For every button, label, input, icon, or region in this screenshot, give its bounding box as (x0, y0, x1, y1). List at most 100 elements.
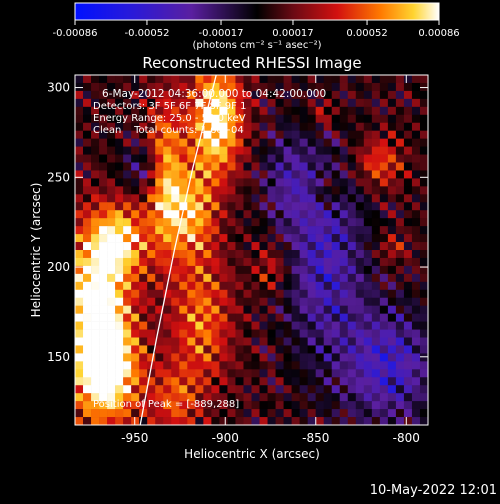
heatmap-cell (83, 202, 92, 211)
heatmap-cell (115, 281, 124, 291)
heatmap-cell (379, 234, 389, 243)
heatmap-cell (227, 321, 236, 330)
heatmap-cell (171, 114, 180, 124)
heatmap-cell (307, 273, 316, 283)
heatmap-cell (259, 114, 268, 124)
heatmap-cell (75, 353, 84, 362)
heatmap-cell (83, 409, 92, 418)
heatmap-cell (219, 265, 228, 275)
heatmap-cell (227, 178, 236, 187)
heatmap-cell (315, 242, 324, 251)
heatmap-cell (171, 337, 180, 346)
heatmap-cell (411, 385, 421, 394)
heatmap-cell (83, 345, 92, 354)
heatmap-cell (235, 417, 244, 425)
heatmap-cell (99, 361, 108, 370)
heatmap-cell (147, 265, 156, 275)
heatmap-cell (251, 234, 260, 243)
heatmap-cell (163, 409, 172, 418)
heatmap-cell (259, 162, 268, 171)
heatmap-cell (163, 329, 172, 338)
heatmap-cell (307, 305, 316, 314)
heatmap-cell (315, 202, 324, 211)
heatmap-cell (331, 321, 341, 330)
heatmap-cell (259, 345, 268, 354)
heatmap-cell (171, 361, 180, 370)
heatmap-cell (227, 377, 236, 386)
heatmap-cell (259, 82, 268, 92)
heatmap-cell (291, 329, 300, 338)
heatmap-cell (91, 417, 100, 425)
heatmap-cell (123, 75, 132, 84)
heatmap-cell (363, 146, 373, 155)
heatmap-cell (163, 226, 172, 235)
heatmap-cell (307, 385, 316, 394)
heatmap-cell (259, 250, 268, 259)
heatmap-cell (323, 178, 333, 187)
heatmap-cell (291, 210, 300, 219)
heatmap-cell (115, 257, 124, 267)
heatmap-cell (331, 114, 341, 124)
heatmap-cell (243, 337, 252, 346)
heatmap-cell (91, 98, 100, 108)
heatmap-cell (219, 146, 228, 155)
heatmap-cell (339, 162, 349, 171)
heatmap-cell (131, 90, 140, 100)
heatmap-cell (283, 321, 292, 330)
heatmap-cell (371, 337, 381, 346)
heatmap-cell (171, 218, 180, 227)
heatmap-cell (323, 202, 333, 211)
heatmap-cell (291, 353, 300, 362)
heatmap-cell (379, 337, 389, 346)
heatmap-cell (395, 345, 405, 354)
heatmap-cell (299, 210, 308, 219)
heatmap-cell (163, 257, 172, 267)
heatmap-cell (323, 186, 333, 195)
heatmap-cell (147, 138, 156, 147)
heatmap-cell (107, 337, 116, 346)
heatmap-cell (291, 226, 300, 235)
heatmap-cell (99, 417, 108, 425)
heatmap-cell (243, 345, 252, 354)
heatmap-cell (91, 250, 100, 259)
heatmap-cell (227, 202, 236, 211)
heatmap-cell (171, 122, 180, 131)
heatmap-cell (251, 409, 260, 418)
heatmap-cell (83, 130, 92, 139)
heatmap-cell (363, 401, 373, 410)
heatmap-cell (123, 361, 132, 370)
heatmap-cell (267, 146, 276, 155)
heatmap-cell (403, 242, 413, 251)
heatmap-cell (115, 337, 124, 346)
heatmap-cell (331, 146, 341, 155)
heatmap-cell (123, 250, 132, 259)
heatmap-cell (219, 329, 228, 338)
heatmap-cell (91, 345, 100, 354)
heatmap-cell (155, 242, 164, 251)
heatmap-cell (387, 393, 397, 402)
heatmap-cell (307, 106, 316, 116)
heatmap-cell (347, 377, 357, 386)
heatmap-cell (411, 210, 421, 219)
heatmap-cell (379, 345, 389, 354)
heatmap-cell (283, 154, 292, 163)
heatmap-cell (251, 289, 260, 299)
heatmap-cell (387, 289, 397, 299)
heatmap-cell (363, 265, 373, 275)
heatmap-cell (131, 385, 140, 394)
heatmap-cell (307, 369, 316, 378)
heatmap-cell (139, 313, 148, 322)
heatmap-cell (299, 122, 308, 131)
heatmap-cell (267, 361, 276, 370)
heatmap-cell (123, 138, 132, 147)
heatmap-cell (107, 218, 116, 227)
heatmap-cell (187, 226, 196, 235)
heatmap-cell (419, 106, 428, 116)
heatmap-cell (275, 385, 284, 394)
heatmap-cell (267, 114, 276, 124)
heatmap-cell (203, 313, 212, 322)
heatmap-cell (83, 106, 92, 116)
heatmap-cell (371, 393, 381, 402)
heatmap-cell (307, 353, 316, 362)
